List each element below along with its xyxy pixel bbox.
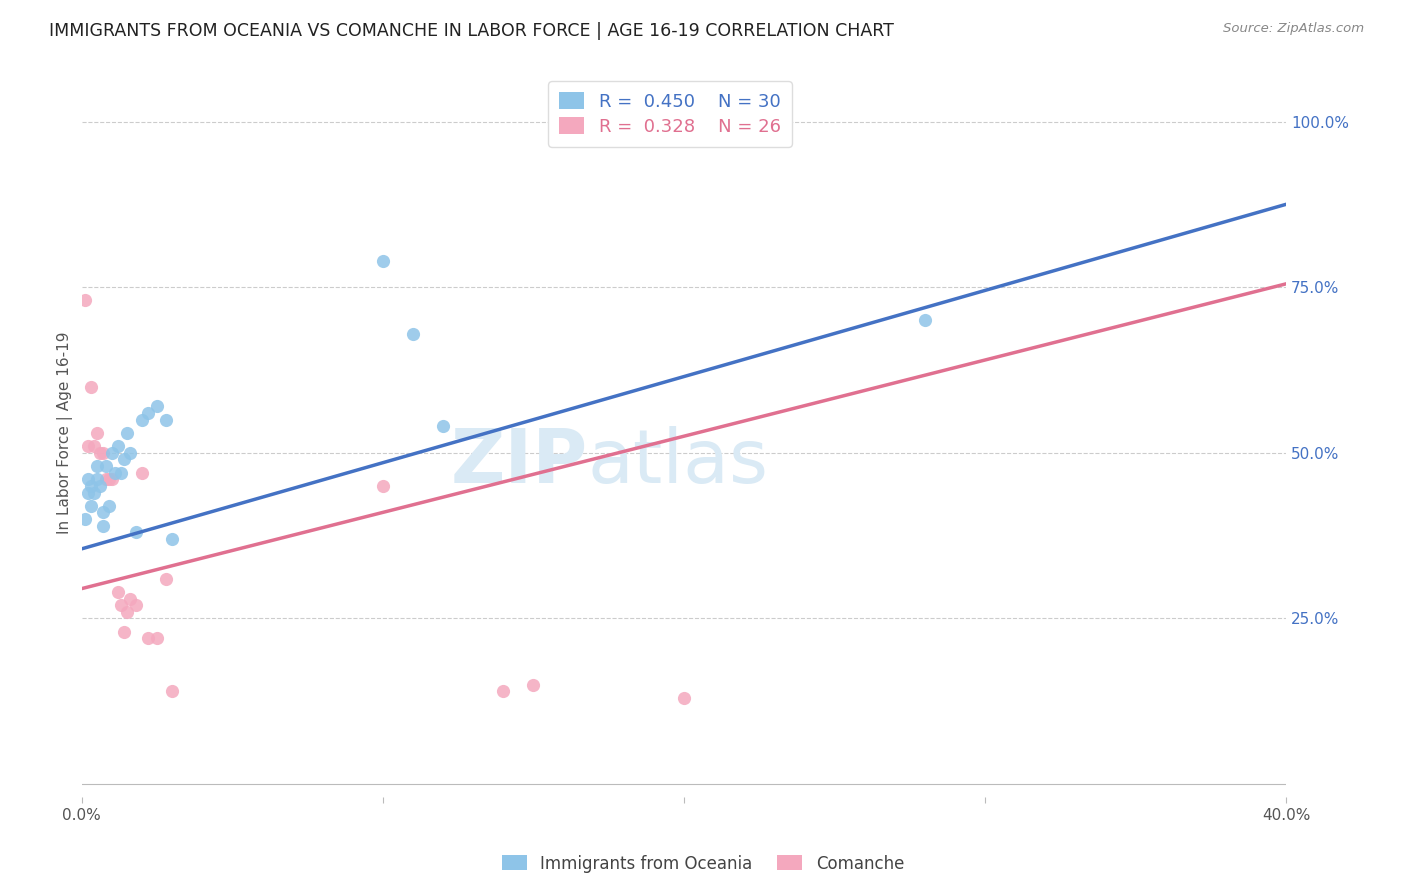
Point: [76, 472, 98, 486]
Point: [86, 425, 108, 440]
Point: [91, 506, 114, 520]
Legend: Immigrants from Oceania, Comanche: Immigrants from Oceania, Comanche: [495, 848, 911, 880]
Point: [146, 400, 169, 414]
Point: [94, 472, 117, 486]
Point: [125, 598, 148, 612]
Point: [110, 598, 132, 612]
Point: [76, 439, 98, 453]
Legend: R =  0.450    N = 30, R =  0.328    N = 26: R = 0.450 N = 30, R = 0.328 N = 26: [548, 81, 792, 147]
Point: [110, 466, 132, 480]
Point: [83, 439, 105, 453]
Point: [522, 678, 544, 692]
Point: [146, 632, 169, 646]
Point: [86, 459, 108, 474]
Point: [73, 293, 96, 308]
Point: [131, 413, 153, 427]
Point: [89, 446, 111, 460]
Point: [94, 459, 117, 474]
Point: [83, 485, 105, 500]
Point: [79, 479, 101, 493]
Point: [160, 532, 183, 546]
Point: [136, 406, 159, 420]
Point: [112, 624, 135, 639]
Point: [97, 499, 120, 513]
Point: [91, 518, 114, 533]
Point: [402, 326, 425, 341]
Point: [112, 452, 135, 467]
Point: [371, 253, 394, 268]
Text: Source: ZipAtlas.com: Source: ZipAtlas.com: [1223, 22, 1364, 36]
Point: [76, 485, 98, 500]
Point: [115, 425, 138, 440]
Point: [432, 419, 454, 434]
Point: [73, 512, 96, 526]
Point: [97, 472, 120, 486]
Point: [100, 472, 122, 486]
Point: [107, 439, 129, 453]
Point: [672, 690, 695, 705]
Point: [86, 472, 108, 486]
Point: [492, 684, 515, 698]
Point: [914, 313, 936, 327]
Point: [100, 446, 122, 460]
Y-axis label: In Labor Force | Age 16-19: In Labor Force | Age 16-19: [58, 332, 73, 534]
Point: [136, 632, 159, 646]
Point: [104, 466, 127, 480]
Text: IMMIGRANTS FROM OCEANIA VS COMANCHE IN LABOR FORCE | AGE 16-19 CORRELATION CHART: IMMIGRANTS FROM OCEANIA VS COMANCHE IN L…: [49, 22, 894, 40]
Text: atlas: atlas: [588, 425, 769, 499]
Point: [155, 413, 177, 427]
Point: [155, 572, 177, 586]
Point: [118, 446, 141, 460]
Point: [89, 479, 111, 493]
Point: [79, 499, 101, 513]
Point: [160, 684, 183, 698]
Point: [131, 466, 153, 480]
Point: [118, 591, 141, 606]
Point: [79, 379, 101, 393]
Point: [107, 585, 129, 599]
Point: [91, 446, 114, 460]
Text: ZIP: ZIP: [450, 425, 588, 499]
Point: [115, 605, 138, 619]
Point: [125, 525, 148, 540]
Point: [371, 479, 394, 493]
